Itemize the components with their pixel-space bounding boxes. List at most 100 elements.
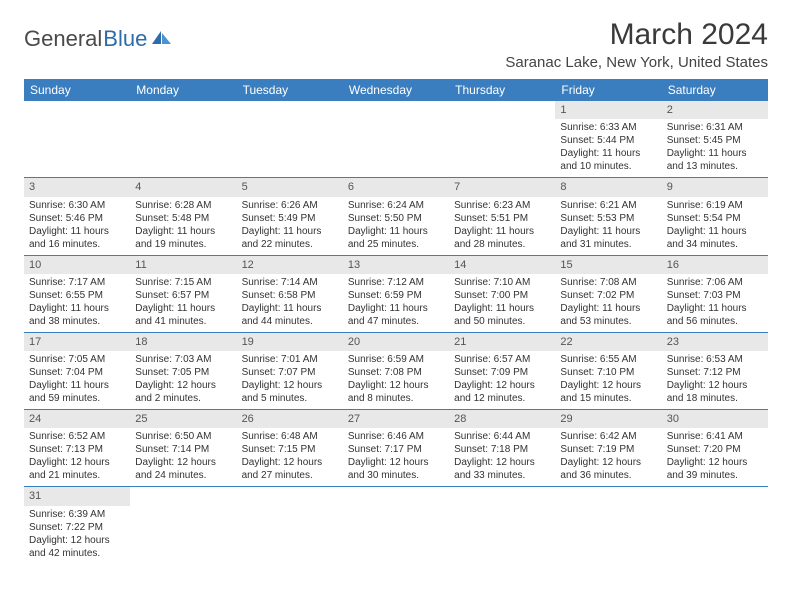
day-body: Sunrise: 7:01 AMSunset: 7:07 PMDaylight:…: [237, 351, 343, 409]
day-header: Sunday: [24, 79, 130, 101]
day-number: 28: [449, 410, 555, 428]
sunset-text: Sunset: 7:10 PM: [560, 366, 656, 379]
day-header: Tuesday: [237, 79, 343, 101]
sunrise-text: Sunrise: 7:06 AM: [667, 276, 763, 289]
day-number: 8: [555, 178, 661, 196]
daylight-text: Daylight: 11 hours and 22 minutes.: [242, 225, 338, 251]
day-number: 21: [449, 333, 555, 351]
day-number: 6: [343, 178, 449, 196]
sunset-text: Sunset: 7:04 PM: [29, 366, 125, 379]
sunset-text: Sunset: 7:19 PM: [560, 443, 656, 456]
sunset-text: Sunset: 7:09 PM: [454, 366, 550, 379]
day-cell: 12Sunrise: 7:14 AMSunset: 6:58 PMDayligh…: [237, 256, 343, 332]
day-number: 5: [237, 178, 343, 196]
daylight-text: Daylight: 12 hours and 30 minutes.: [348, 456, 444, 482]
day-cell: 14 Sunrise: 7:10 AMSunset: 7:00 PMDayligh…: [449, 256, 555, 332]
sunrise-text: Sunrise: 6:19 AM: [667, 199, 763, 212]
day-number: 3: [24, 178, 130, 196]
day-cell: 1Sunrise: 6:33 AMSunset: 5:44 PMDaylight…: [555, 101, 661, 177]
day-number: 22: [555, 333, 661, 351]
day-body: Sunrise: 7:14 AMSunset: 6:58 PMDaylight:…: [237, 274, 343, 332]
day-number: 16: [662, 256, 768, 274]
sunset-text: Sunset: 7:08 PM: [348, 366, 444, 379]
day-cell: 27Sunrise: 6:46 AMSunset: 7:17 PMDayligh…: [343, 410, 449, 486]
daylight-text: Daylight: 11 hours and 34 minutes.: [667, 225, 763, 251]
day-headers-row: SundayMondayTuesdayWednesdayThursdayFrid…: [24, 79, 768, 101]
daylight-text: Daylight: 12 hours and 21 minutes.: [29, 456, 125, 482]
sunrise-text: Sunrise: 7:17 AM: [29, 276, 125, 289]
day-cell: 21Sunrise: 6:57 AMSunset: 7:09 PMDayligh…: [449, 333, 555, 409]
daylight-text: Daylight: 12 hours and 8 minutes.: [348, 379, 444, 405]
sunset-text: Sunset: 5:45 PM: [667, 134, 763, 147]
sunset-text: Sunset: 7:22 PM: [29, 521, 125, 534]
sunrise-text: Sunrise: 6:55 AM: [560, 353, 656, 366]
sunrise-text: Sunrise: 6:39 AM: [29, 508, 125, 521]
sunset-text: Sunset: 6:59 PM: [348, 289, 444, 302]
daylight-text: Daylight: 11 hours and 44 minutes.: [242, 302, 338, 328]
day-body: Sunrise: 7:08 AMSunset: 7:02 PMDaylight:…: [555, 274, 661, 332]
daylight-text: Daylight: 12 hours and 24 minutes.: [135, 456, 231, 482]
sunset-text: Sunset: 5:54 PM: [667, 212, 763, 225]
sunrise-text: Sunrise: 6:42 AM: [560, 430, 656, 443]
sunset-text: Sunset: 7:20 PM: [667, 443, 763, 456]
sunset-text: Sunset: 7:18 PM: [454, 443, 550, 456]
sunrise-text: Sunrise: 6:33 AM: [560, 121, 656, 134]
day-body: Sunrise: 6:48 AMSunset: 7:15 PMDaylight:…: [237, 428, 343, 486]
day-body: Sunrise: 6:52 AMSunset: 7:13 PMDaylight:…: [24, 428, 130, 486]
sunset-text: Sunset: 7:07 PM: [242, 366, 338, 379]
day-number: 14: [449, 256, 555, 274]
day-cell: 10Sunrise: 7:17 AMSunset: 6:55 PMDayligh…: [24, 256, 130, 332]
day-header: Monday: [130, 79, 236, 101]
sunrise-text: Sunrise: 6:31 AM: [667, 121, 763, 134]
sunrise-text: Sunrise: 6:41 AM: [667, 430, 763, 443]
day-number: 7: [449, 178, 555, 196]
daylight-text: Daylight: 12 hours and 5 minutes.: [242, 379, 338, 405]
daylight-text: Daylight: 11 hours and 53 minutes.: [560, 302, 656, 328]
sunrise-text: Sunrise: 6:23 AM: [454, 199, 550, 212]
daylight-text: Daylight: 11 hours and 16 minutes.: [29, 225, 125, 251]
sunrise-text: Sunrise: 7:03 AM: [135, 353, 231, 366]
sail-icon: [151, 26, 173, 52]
daylight-text: Daylight: 11 hours and 25 minutes.: [348, 225, 444, 251]
week-row: 31Sunrise: 6:39 AMSunset: 7:22 PMDayligh…: [24, 487, 768, 563]
day-body: Sunrise: 6:24 AMSunset: 5:50 PMDaylight:…: [343, 197, 449, 255]
daylight-text: Daylight: 11 hours and 31 minutes.: [560, 225, 656, 251]
calendar: SundayMondayTuesdayWednesdayThursdayFrid…: [24, 79, 768, 564]
sunset-text: Sunset: 5:50 PM: [348, 212, 444, 225]
day-number: 23: [662, 333, 768, 351]
sunset-text: Sunset: 7:03 PM: [667, 289, 763, 302]
day-body: Sunrise: 6:41 AMSunset: 7:20 PMDaylight:…: [662, 428, 768, 486]
sunrise-text: Sunrise: 6:57 AM: [454, 353, 550, 366]
sunrise-text: Sunrise: 6:46 AM: [348, 430, 444, 443]
sunrise-text: Sunrise: 6:53 AM: [667, 353, 763, 366]
day-body: Sunrise: 6:46 AMSunset: 7:17 PMDaylight:…: [343, 428, 449, 486]
daylight-text: Daylight: 12 hours and 15 minutes.: [560, 379, 656, 405]
day-body: Sunrise: 7:17 AMSunset: 6:55 PMDaylight:…: [24, 274, 130, 332]
daylight-text: Daylight: 11 hours and 19 minutes.: [135, 225, 231, 251]
day-cell: 8Sunrise: 6:21 AMSunset: 5:53 PMDaylight…: [555, 178, 661, 254]
sunrise-text: Sunrise: 7:12 AM: [348, 276, 444, 289]
sunrise-text: Sunrise: 6:59 AM: [348, 353, 444, 366]
day-number: 13: [343, 256, 449, 274]
day-cell: 28Sunrise: 6:44 AMSunset: 7:18 PMDayligh…: [449, 410, 555, 486]
empty-cell: [130, 487, 236, 563]
sunrise-text: Sunrise: 6:50 AM: [135, 430, 231, 443]
day-number: 12: [237, 256, 343, 274]
day-cell: 23Sunrise: 6:53 AMSunset: 7:12 PMDayligh…: [662, 333, 768, 409]
sunrise-text: Sunrise: 6:44 AM: [454, 430, 550, 443]
day-body: Sunrise: 6:50 AMSunset: 7:14 PMDaylight:…: [130, 428, 236, 486]
day-cell: 17Sunrise: 7:05 AMSunset: 7:04 PMDayligh…: [24, 333, 130, 409]
day-number: 15: [555, 256, 661, 274]
daylight-text: Daylight: 11 hours and 41 minutes.: [135, 302, 231, 328]
sunset-text: Sunset: 7:15 PM: [242, 443, 338, 456]
day-number: 9: [662, 178, 768, 196]
sunset-text: Sunset: 5:44 PM: [560, 134, 656, 147]
day-number: 26: [237, 410, 343, 428]
day-number: 27: [343, 410, 449, 428]
daylight-text: Daylight: 11 hours and 50 minutes.: [454, 302, 550, 328]
sunrise-text: Sunrise: 7:01 AM: [242, 353, 338, 366]
week-row: 17Sunrise: 7:05 AMSunset: 7:04 PMDayligh…: [24, 333, 768, 410]
sunset-text: Sunset: 7:00 PM: [454, 289, 550, 302]
sunrise-text: Sunrise: 7:10 AM: [454, 276, 550, 289]
sunset-text: Sunset: 7:17 PM: [348, 443, 444, 456]
